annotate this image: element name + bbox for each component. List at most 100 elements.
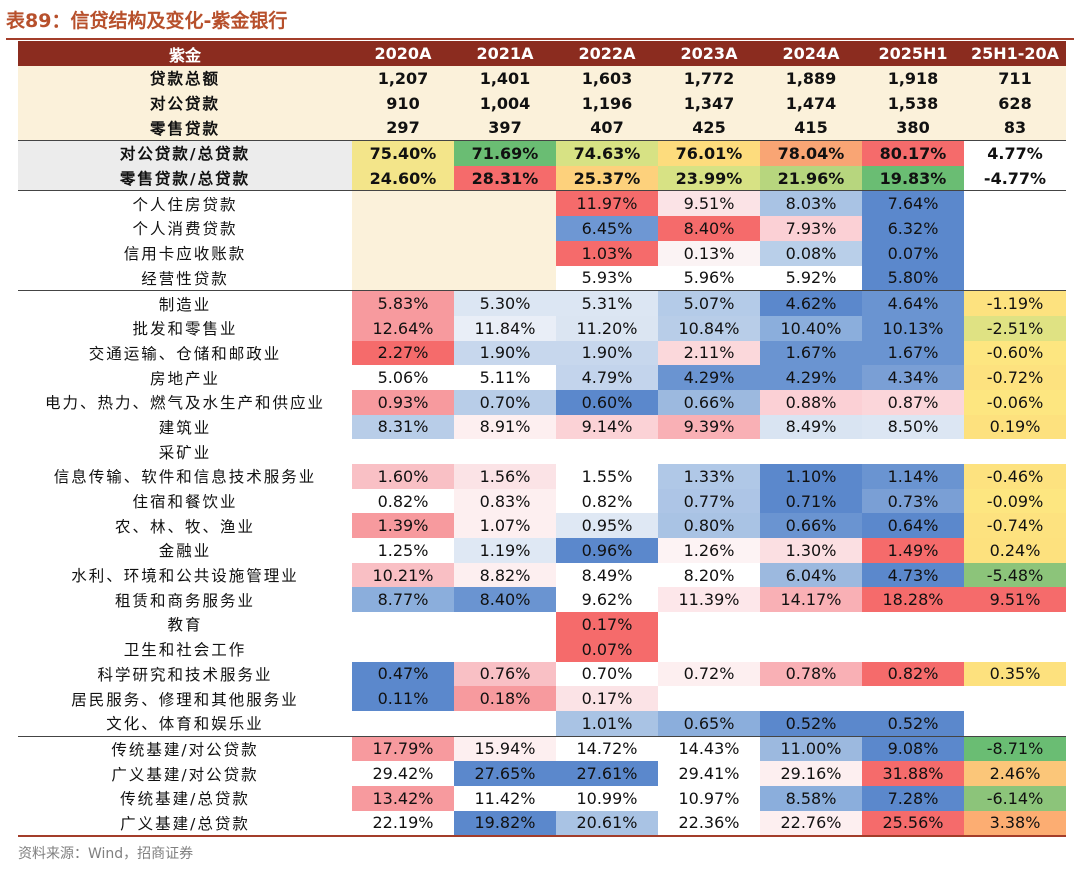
table-cell: 1.30%	[760, 538, 862, 563]
table-cell: 21.96%	[760, 165, 862, 191]
table-cell: 24.60%	[352, 165, 454, 191]
table-cell: 425	[658, 115, 760, 141]
table-cell: 0.24%	[964, 538, 1066, 563]
table-cell: 5.92%	[760, 265, 862, 291]
table-cell: 1,918	[862, 66, 964, 91]
row-label: 制造业	[18, 290, 352, 316]
table-cell: -0.06%	[964, 389, 1066, 415]
table-cell: 1.39%	[352, 513, 454, 539]
table-cell: -2.51%	[964, 315, 1066, 341]
table-cell: 5.83%	[352, 290, 454, 316]
table-row: 科学研究和技术服务业 0.47% 0.76% 0.70% 0.72% 0.78% 0.82%…	[18, 661, 1066, 687]
table-cell: 14.43%	[658, 735, 760, 762]
table-cell: 14.72%	[556, 735, 658, 762]
table-cell	[454, 439, 556, 464]
table-cell: 6.45%	[556, 216, 658, 241]
table-cell: 83	[964, 115, 1066, 141]
table-cell: 0.83%	[454, 488, 556, 514]
table-cell: 0.08%	[760, 240, 862, 266]
table-cell: 14.17%	[760, 587, 862, 613]
table-row: 教育 0.17%	[18, 612, 1066, 637]
table-cell: 8.49%	[760, 414, 862, 440]
table-cell: 4.64%	[862, 290, 964, 316]
table-row: 传统基建/对公贷款 17.79% 15.94% 14.72% 14.43% 11.00% 9…	[18, 735, 1066, 762]
table-cell: 0.35%	[964, 661, 1066, 687]
table-cell: 0.88%	[760, 389, 862, 415]
table-cell: 0.73%	[862, 488, 964, 514]
table-row: 对公贷款/总贷款 75.40% 71.69% 74.63% 76.01% 78.04% 80…	[18, 140, 1066, 166]
table-cell: -4.77%	[964, 165, 1066, 191]
table-row: 传统基建/总贷款 13.42% 11.42% 10.99% 10.97% 8.58% 7.2…	[18, 785, 1066, 811]
table-cell	[352, 240, 454, 266]
header-col-2: 2021A	[454, 41, 556, 66]
table-cell: 8.58%	[760, 785, 862, 811]
table-cell: 1.01%	[556, 710, 658, 737]
table-cell	[352, 265, 454, 291]
table-cell: 0.82%	[352, 488, 454, 514]
table-cell: 3.38%	[964, 810, 1066, 838]
table-cell: 5.80%	[862, 265, 964, 291]
header-col-5: 2024A	[760, 41, 862, 66]
table-cell: 0.80%	[658, 513, 760, 539]
row-label: 经营性贷款	[18, 265, 352, 291]
table-cell: 25.56%	[862, 810, 964, 838]
table-cell: 10.13%	[862, 315, 964, 341]
table-cell	[658, 686, 760, 711]
table-cell: 18.28%	[862, 587, 964, 613]
row-label: 传统基建/总贷款	[18, 785, 352, 811]
table-cell	[964, 240, 1066, 266]
table-cell	[658, 439, 760, 464]
table-cell: 5.07%	[658, 290, 760, 316]
table-row: 广义基建/对公贷款 29.42% 27.65% 27.61% 29.41% 29.16% 3…	[18, 761, 1066, 786]
table-cell: 15.94%	[454, 735, 556, 762]
row-label: 采矿业	[18, 439, 352, 464]
table-cell: 0.18%	[454, 686, 556, 711]
table-row: 金融业 1.25% 1.19% 0.96% 1.26% 1.30% 1.49% 0.24%	[18, 538, 1066, 563]
table-cell	[658, 636, 760, 662]
table-cell	[454, 190, 556, 217]
table-cell: 29.41%	[658, 761, 760, 786]
table-row: 广义基建/总贷款 22.19% 19.82% 20.61% 22.36% 22.76% 25…	[18, 810, 1066, 838]
table-cell: 0.66%	[658, 389, 760, 415]
table-cell: 0.70%	[454, 389, 556, 415]
table-cell: 0.52%	[862, 710, 964, 737]
table-cell: 7.28%	[862, 785, 964, 811]
table-cell: 19.82%	[454, 810, 556, 838]
table-cell	[862, 612, 964, 637]
table-row: 贷款总额 1,207 1,401 1,603 1,772 1,889 1,918 711	[18, 66, 1066, 91]
table-row: 住宿和餐饮业 0.82% 0.83% 0.82% 0.77% 0.71% 0.73% -0.0…	[18, 488, 1066, 514]
table-cell: 380	[862, 115, 964, 141]
table-cell: 0.66%	[760, 513, 862, 539]
table-cell: 12.64%	[352, 315, 454, 341]
table-cell	[352, 612, 454, 637]
table-row: 零售贷款/总贷款 24.60% 28.31% 25.37% 23.99% 21.96% 19…	[18, 165, 1066, 191]
table-cell	[352, 190, 454, 217]
row-label: 传统基建/对公贷款	[18, 735, 352, 762]
table-cell: 7.64%	[862, 190, 964, 217]
table-cell: 5.96%	[658, 265, 760, 291]
table-cell: 4.29%	[760, 365, 862, 390]
table-cell: 8.82%	[454, 562, 556, 588]
row-label: 对公贷款	[18, 90, 352, 116]
table-cell: 711	[964, 66, 1066, 91]
table-cell: 1.90%	[556, 340, 658, 366]
table-cell: 29.16%	[760, 761, 862, 786]
table-row: 经营性贷款 5.93% 5.96% 5.92% 5.80%	[18, 265, 1066, 291]
source-note: 资料来源：Wind，招商证券	[18, 846, 194, 862]
table-cell: 2.11%	[658, 340, 760, 366]
table-cell: 4.34%	[862, 365, 964, 390]
header-col-6: 2025H1	[862, 41, 964, 66]
row-label: 零售贷款	[18, 115, 352, 141]
table-cell	[964, 686, 1066, 711]
table-cell: 1.26%	[658, 538, 760, 563]
row-label: 科学研究和技术服务业	[18, 661, 352, 687]
header-row: 紫金 2020A 2021A 2022A 2023A 2024A 2025H1 25H1-20…	[18, 41, 1066, 66]
table-cell: 5.93%	[556, 265, 658, 291]
row-label: 文化、体育和娱乐业	[18, 710, 352, 737]
table-row: 信用卡应收账款 1.03% 0.13% 0.08% 0.07%	[18, 240, 1066, 266]
table-cell: 628	[964, 90, 1066, 116]
table-cell: 5.06%	[352, 365, 454, 390]
table-cell: 11.20%	[556, 315, 658, 341]
table-cell: 8.40%	[454, 587, 556, 613]
table-cell: 75.40%	[352, 140, 454, 166]
